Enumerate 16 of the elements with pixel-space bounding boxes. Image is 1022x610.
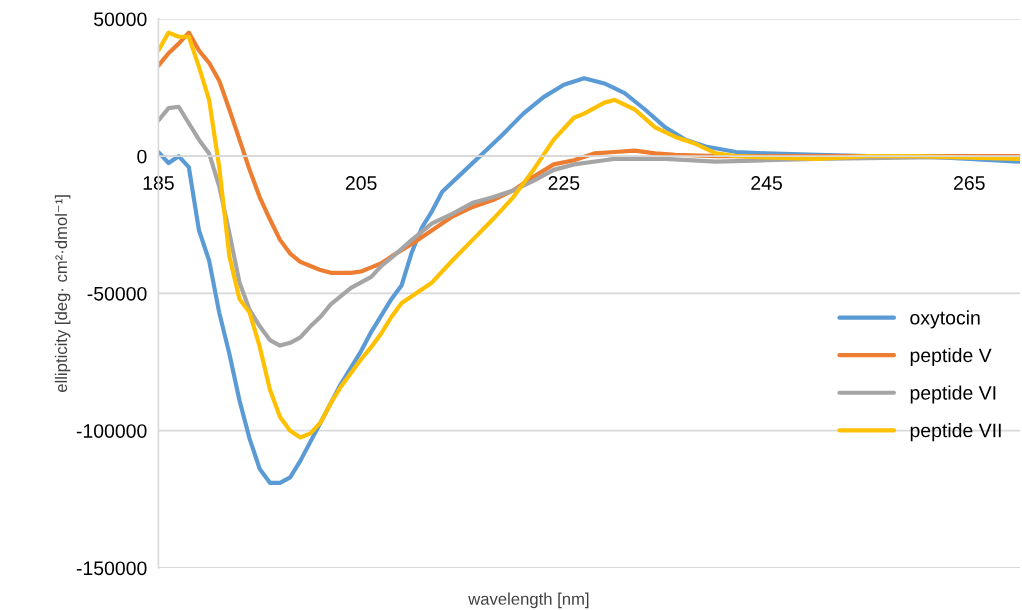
legend-label: peptide VI	[910, 385, 996, 404]
legend-label: peptide V	[910, 347, 992, 367]
x-axis-title: wavelength [nm]	[468, 592, 589, 609]
legend-label: oxytocin	[910, 310, 980, 329]
y-axis-title: ellipticity [deg· cm²·dmol⁻¹]	[54, 195, 71, 393]
x-tick-label: 185	[143, 176, 174, 190]
y-tick-label: 50000	[94, 12, 147, 27]
y-tick-label: -50000	[87, 286, 147, 301]
x-tick-label: 265	[954, 176, 985, 190]
x-tick-label: 205	[345, 176, 377, 190]
legend-label: peptide VII	[910, 423, 1001, 442]
x-tick-label: 225	[548, 176, 580, 190]
y-tick-label: -150000	[76, 561, 147, 576]
y-tick-label: 0	[137, 149, 147, 164]
x-tick-label: 245	[751, 176, 782, 190]
y-tick-label: -100000	[76, 424, 147, 438]
